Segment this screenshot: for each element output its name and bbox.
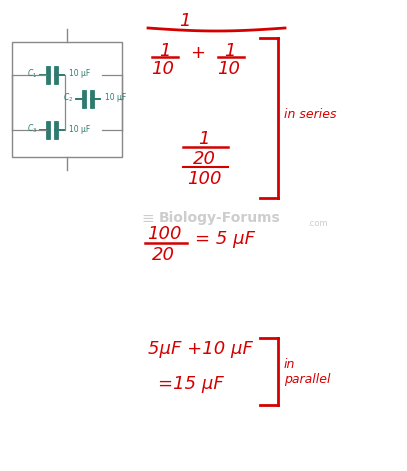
Text: 10 μF: 10 μF xyxy=(69,70,90,79)
Text: +: + xyxy=(190,44,206,62)
Text: 20: 20 xyxy=(193,150,215,168)
Text: 5μF +10 μF: 5μF +10 μF xyxy=(148,340,253,358)
Text: in series: in series xyxy=(284,108,337,122)
Text: 10: 10 xyxy=(217,60,241,78)
Text: 1: 1 xyxy=(198,130,210,148)
Bar xyxy=(12,42,122,157)
Text: = 5 μF: = 5 μF xyxy=(195,230,255,248)
Text: 1: 1 xyxy=(159,42,171,60)
Text: =15 μF: =15 μF xyxy=(158,375,224,393)
Text: .com: .com xyxy=(307,219,328,228)
Text: 1: 1 xyxy=(224,42,236,60)
Text: $C_1$: $C_1$ xyxy=(27,68,37,80)
Text: 10: 10 xyxy=(151,60,175,78)
Text: 20: 20 xyxy=(151,246,175,264)
Text: 100: 100 xyxy=(187,170,221,188)
Text: in
parallel: in parallel xyxy=(284,358,330,386)
Text: 1: 1 xyxy=(179,12,191,30)
Text: $C_3$: $C_3$ xyxy=(27,123,37,135)
Text: 100: 100 xyxy=(147,225,181,243)
Text: ≡: ≡ xyxy=(142,211,154,226)
Text: 10 μF: 10 μF xyxy=(69,124,90,133)
Text: $C_2$: $C_2$ xyxy=(63,92,73,104)
Text: 10 μF: 10 μF xyxy=(105,94,126,103)
Text: Biology-Forums: Biology-Forums xyxy=(159,211,281,225)
